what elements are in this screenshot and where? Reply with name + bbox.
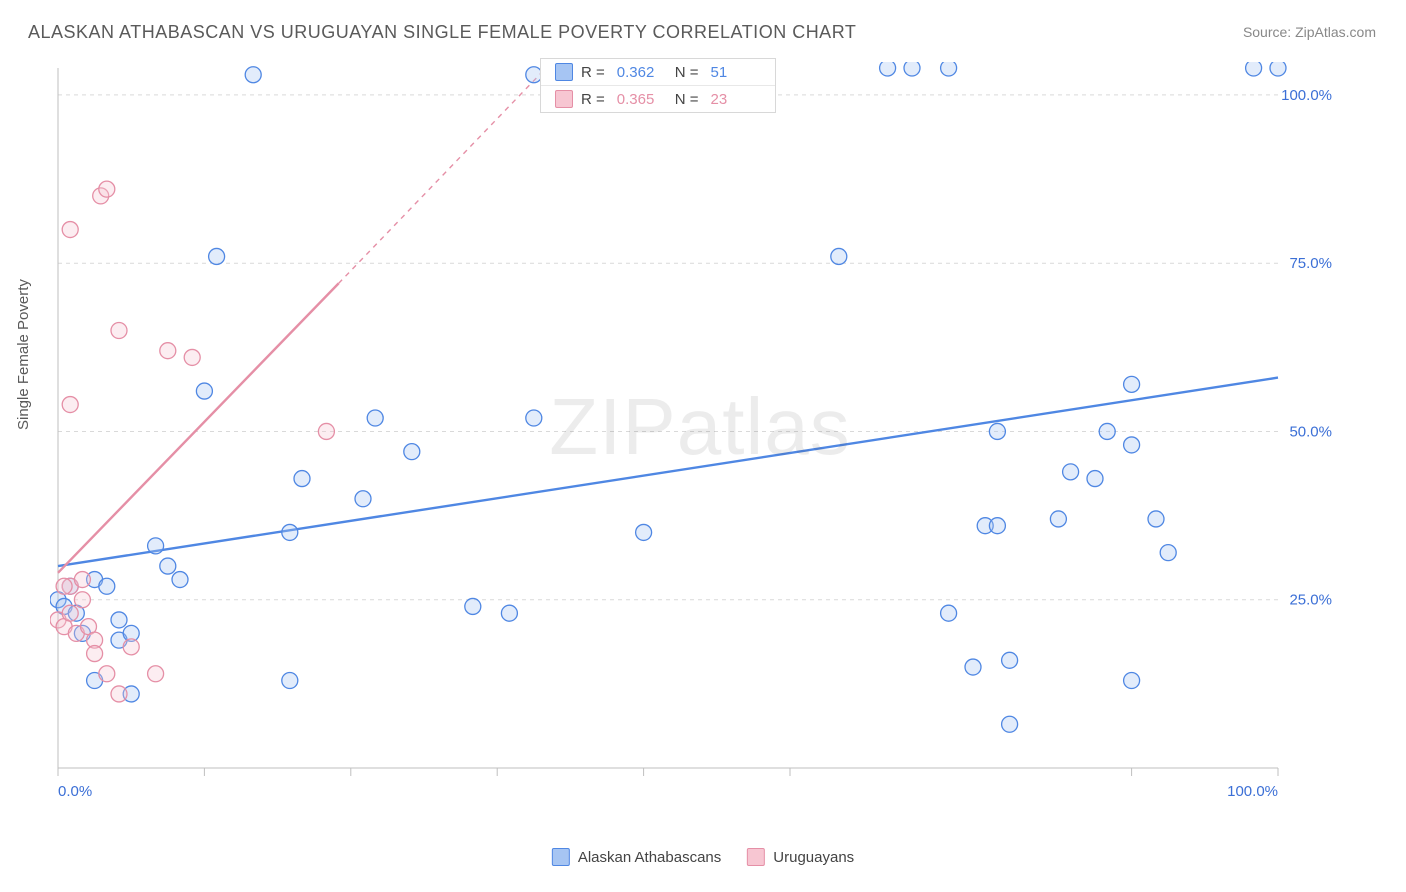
svg-text:50.0%: 50.0% (1289, 423, 1332, 440)
svg-text:25.0%: 25.0% (1289, 592, 1332, 609)
legend-n-label: N = (675, 91, 699, 108)
y-axis-label: Single Female Poverty (15, 279, 32, 430)
svg-text:100.0%: 100.0% (1227, 783, 1278, 800)
legend-stats: R = 0.362 N = 51 R = 0.365 N = 23 (540, 58, 776, 113)
legend-swatch (552, 848, 570, 866)
chart-title: ALASKAN ATHABASCAN VS URUGUAYAN SINGLE F… (28, 22, 856, 43)
legend-swatch (747, 848, 765, 866)
source-attribution: Source: ZipAtlas.com (1243, 24, 1376, 40)
legend-series: Alaskan Athabascans Uruguayans (552, 848, 854, 866)
source-label: Source: (1243, 24, 1291, 40)
legend-series-label: Uruguayans (773, 849, 854, 866)
legend-stats-row: R = 0.362 N = 51 (541, 59, 775, 86)
legend-series-item: Uruguayans (747, 848, 854, 866)
legend-n-label: N = (675, 64, 699, 81)
legend-stats-row: R = 0.365 N = 23 (541, 86, 775, 112)
chart-area: 25.0%50.0%75.0%100.0%0.0%100.0% ZIPatlas (50, 62, 1350, 822)
legend-r-label: R = (581, 64, 605, 81)
legend-r-value: 0.365 (617, 91, 667, 108)
legend-swatch (555, 63, 573, 81)
scatter-plot: 25.0% 50.0% 75.0% 100.0% 0.0% 100.0% (50, 62, 1350, 822)
legend-series-item: Alaskan Athabascans (552, 848, 721, 866)
legend-r-label: R = (581, 91, 605, 108)
legend-swatch (555, 90, 573, 108)
svg-text:0.0%: 0.0% (58, 783, 92, 800)
legend-n-value: 51 (711, 64, 761, 81)
legend-n-value: 23 (711, 91, 761, 108)
legend-r-value: 0.362 (617, 64, 667, 81)
svg-text:75.0%: 75.0% (1289, 255, 1332, 272)
legend-series-label: Alaskan Athabascans (578, 849, 721, 866)
source-name: ZipAtlas.com (1295, 24, 1376, 40)
svg-text:100.0%: 100.0% (1281, 87, 1332, 104)
